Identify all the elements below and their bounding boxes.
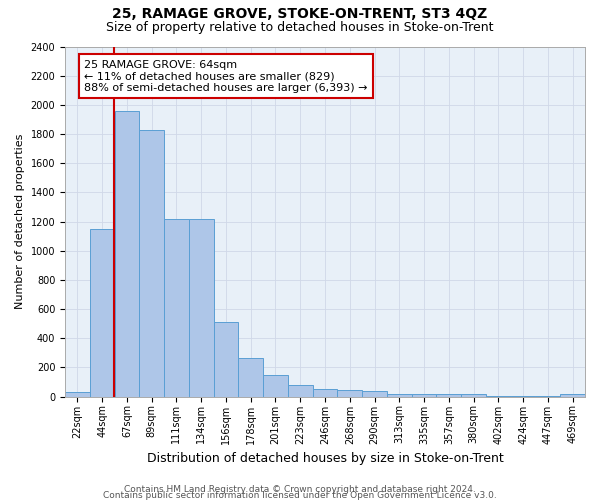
Bar: [238, 358, 263, 397]
Bar: [263, 375, 288, 396]
Bar: [313, 390, 337, 396]
Bar: [337, 390, 362, 396]
Bar: [288, 385, 313, 396]
Bar: [412, 394, 436, 396]
Bar: [560, 394, 585, 396]
Text: Contains HM Land Registry data © Crown copyright and database right 2024.: Contains HM Land Registry data © Crown c…: [124, 485, 476, 494]
Bar: [164, 218, 189, 396]
Bar: [214, 322, 238, 396]
Bar: [115, 110, 139, 397]
Bar: [461, 394, 486, 396]
Bar: [387, 394, 412, 396]
Bar: [189, 218, 214, 396]
Text: 25 RAMAGE GROVE: 64sqm
← 11% of detached houses are smaller (829)
88% of semi-de: 25 RAMAGE GROVE: 64sqm ← 11% of detached…: [85, 60, 368, 93]
Bar: [90, 229, 115, 396]
Bar: [436, 394, 461, 396]
Text: Contains public sector information licensed under the Open Government Licence v3: Contains public sector information licen…: [103, 491, 497, 500]
Bar: [362, 391, 387, 396]
Bar: [65, 392, 90, 396]
Bar: [139, 130, 164, 396]
Y-axis label: Number of detached properties: Number of detached properties: [15, 134, 25, 310]
Text: Size of property relative to detached houses in Stoke-on-Trent: Size of property relative to detached ho…: [106, 21, 494, 34]
Text: 25, RAMAGE GROVE, STOKE-ON-TRENT, ST3 4QZ: 25, RAMAGE GROVE, STOKE-ON-TRENT, ST3 4Q…: [112, 8, 488, 22]
X-axis label: Distribution of detached houses by size in Stoke-on-Trent: Distribution of detached houses by size …: [146, 452, 503, 465]
